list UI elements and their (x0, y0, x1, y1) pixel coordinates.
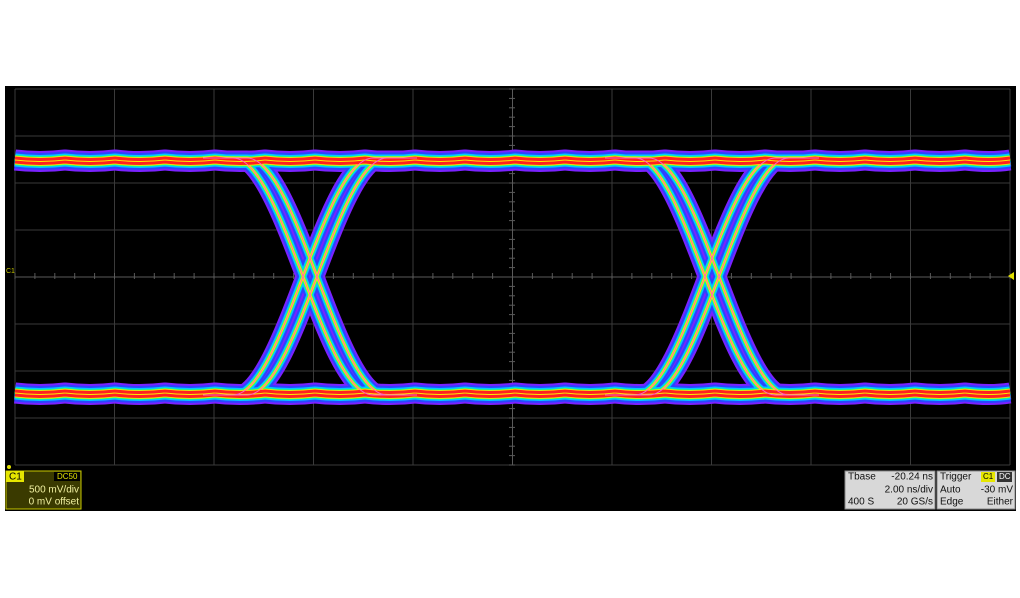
channel-name: C1 (9, 472, 22, 483)
edge-core (217, 157, 417, 396)
timebase-panel-box (844, 470, 936, 510)
rail-core (14, 389, 1011, 394)
coupling-tag (54, 472, 80, 481)
edge-core (203, 157, 403, 396)
trigger-coupling: DC (999, 472, 1011, 481)
rail-core (14, 160, 1011, 165)
graticule (14, 88, 1011, 466)
channel-marker: C1 (6, 268, 15, 275)
trigger-source-tag (981, 472, 995, 482)
trigger-mode: Auto (940, 485, 961, 496)
sample-rate: 20 GS/s (897, 497, 933, 508)
timebase-delay: -20.24 ns (891, 472, 933, 483)
eye-diagram (13, 149, 1012, 405)
trigger-position-marker (7, 465, 11, 469)
trigger-coupling-tag (997, 472, 1012, 482)
sample-count: 400 S (848, 497, 874, 508)
trigger-level: -30 mV (981, 485, 1014, 496)
edge-core (605, 157, 805, 396)
edge-core (619, 157, 819, 396)
coupling: DC50 (57, 472, 78, 481)
trigger-label: Trigger (940, 472, 972, 483)
trigger-slope: Either (987, 497, 1014, 508)
timebase-scale: 2.00 ns/div (885, 485, 933, 496)
rail-core (14, 156, 1011, 161)
vertical-scale: 500 mV/div (29, 485, 79, 496)
trigger-panel[interactable]: Trigger C1 DC Auto -30 mV Edge Either (936, 470, 1016, 510)
trigger-level-marker (1008, 272, 1014, 280)
timebase-label: Tbase (848, 472, 876, 483)
channel-tag (6, 471, 24, 482)
trigger-source: C1 (983, 472, 994, 481)
rail-core (14, 393, 1011, 398)
trigger-type: Edge (940, 497, 964, 508)
vertical-offset: 0 mV offset (29, 497, 80, 508)
channel-panel[interactable]: C1 DC50 500 mV/div 0 mV offset (5, 470, 82, 510)
timebase-panel[interactable]: Tbase -20.24 ns 2.00 ns/div 400 S 20 GS/… (844, 470, 936, 510)
